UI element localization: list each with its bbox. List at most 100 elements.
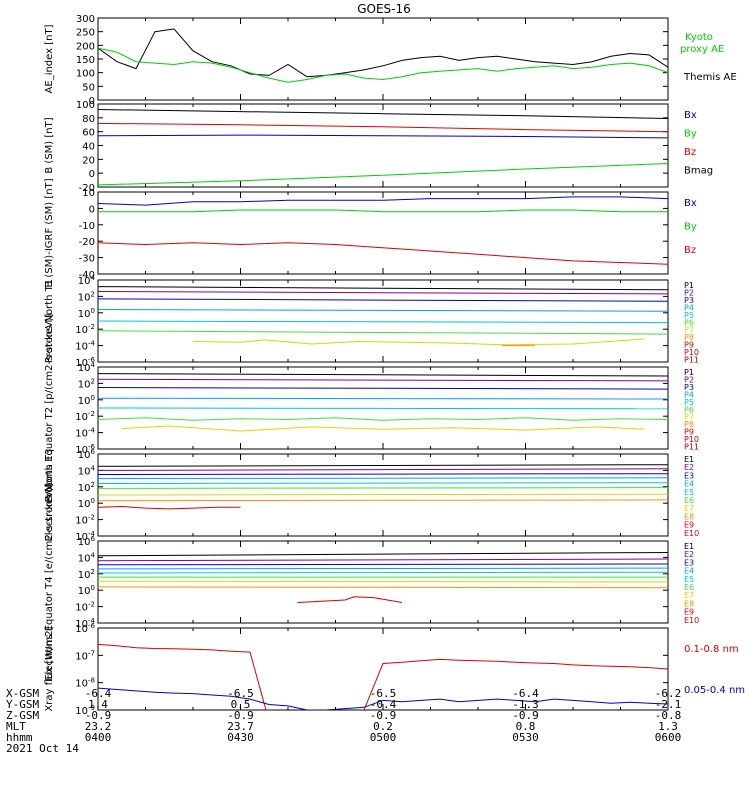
series-line-p4	[98, 309, 668, 312]
legend-entry: proxy AE	[680, 44, 724, 55]
legend-entry: P11	[684, 356, 699, 365]
legend-entry: E7	[684, 504, 694, 513]
footer-value: -0.9	[369, 709, 397, 722]
legend-entry: P10	[684, 348, 699, 357]
legend-entry: Bz	[684, 147, 696, 158]
y-tick-label: 10-7	[75, 649, 95, 662]
panel-3: -40 -30 -20 -10 0 10 B (SM)-IGRF (SM) [nT] Bx By…	[44, 178, 697, 287]
series-line-bx	[98, 134, 668, 139]
legend-entry: E6	[684, 583, 694, 592]
y-tick-label: -40	[79, 270, 95, 281]
series-line-e3	[98, 473, 668, 475]
y-axis-label: Protons Equator T2 [p/(cm2-s-sr-keV)]	[44, 313, 55, 502]
footer-value: -0.9	[512, 709, 539, 722]
footer-value: -6.4	[84, 687, 112, 700]
y-tick-label: 150	[76, 55, 95, 66]
y-tick-label: -20	[79, 183, 95, 194]
footer-value: -6.4	[512, 687, 539, 700]
y-tick-label: 60	[82, 128, 95, 139]
series-line-p4	[98, 397, 668, 400]
y-tick-label: -30	[79, 254, 95, 265]
legend-entry: P7	[684, 413, 694, 422]
legend-entry: 0.1-0.8 nm	[684, 644, 739, 655]
legend-entry: By	[684, 128, 697, 139]
legend-entry: P4	[684, 390, 694, 399]
series-line-0-1-0-8-nm	[98, 643, 668, 710]
series-line-e7	[98, 580, 668, 583]
legend-entry: Bx	[684, 110, 697, 121]
panel-2: -20 0 20 40 60 80 100 B (SM) [nT] Bx By Bz Bmag	[44, 100, 713, 194]
y-tick-label: 80	[82, 114, 95, 125]
y-tick-label: 10-2	[75, 323, 95, 336]
legend-entry: By	[684, 221, 697, 232]
footer-value: 1.3	[658, 720, 678, 733]
date-label: 2021 Oct 14	[6, 742, 79, 755]
y-axis-label: Electrons North T3	[44, 448, 55, 541]
legend-entry: Themis AE	[683, 72, 737, 83]
footer-value: -2.1	[654, 698, 682, 711]
y-tick-label: 106	[78, 448, 96, 461]
legend-entry: E8	[684, 599, 694, 608]
series-line-bx	[98, 196, 668, 206]
footer-value: -6.2	[654, 687, 682, 700]
legend-entry: P10	[684, 435, 699, 444]
footer-value: -1.3	[512, 698, 539, 711]
panel-1: 0 50 100 150 200 250 300 AE_index [nT] Kyotoprox…	[44, 14, 737, 107]
y-tick-label: 100	[78, 394, 95, 407]
series-line-e6	[98, 487, 668, 489]
y-tick-label: 300	[76, 14, 95, 25]
footer-value: 23.7	[227, 720, 254, 733]
footer-value: -0.4	[369, 698, 397, 711]
series-line-0-05-0-4-nm	[98, 687, 668, 710]
footer-value: -0.9	[227, 709, 254, 722]
series-line-e5	[98, 482, 668, 484]
legend-entry: P5	[684, 398, 694, 407]
legend-entry: P7	[684, 326, 694, 335]
footer-row: Z-GSM -0.9 -0.9 -0.9 -0.9 -0.8	[6, 710, 750, 721]
y-tick-label: 104	[78, 464, 96, 477]
legend-entry: P4	[684, 303, 694, 312]
y-tick-label: 0	[89, 204, 95, 215]
legend-entry: P6	[684, 318, 694, 327]
series-line-e1	[98, 464, 668, 467]
y-axis-label: B (SM)-IGRF (SM) [nT]	[44, 178, 55, 287]
series-line-p2	[98, 378, 668, 382]
y-tick-label: 100	[76, 69, 95, 80]
legend-entry: P8	[684, 420, 694, 429]
y-tick-label: 50	[82, 82, 95, 93]
y-axis-label: Electrons Equator T4 [e/(cm2-s-sr-keV)]	[44, 483, 55, 680]
legend-entry: E2	[684, 550, 694, 559]
y-tick-label: 100	[78, 307, 95, 320]
y-tick-label: 10-2	[75, 601, 95, 614]
series-line-e1	[98, 552, 668, 557]
series-line-e3	[98, 563, 668, 566]
series-line-p6	[98, 417, 668, 421]
series-line-themis-ae	[98, 28, 668, 78]
footer-value: -0.9	[84, 709, 112, 722]
footer-value: -6.5	[227, 687, 254, 700]
legend-entry: E10	[684, 529, 699, 538]
series-line-by	[98, 209, 668, 213]
series-line-p2	[98, 291, 668, 295]
y-axis-label: AE_index [nT]	[44, 24, 55, 93]
legend-entry: E5	[684, 488, 694, 497]
legend-entry: E9	[684, 521, 694, 530]
y-tick-label: 10-4	[75, 427, 95, 440]
y-tick-label: 20	[82, 155, 95, 166]
series-line-p7	[192, 338, 645, 346]
footer-value: 0600	[654, 731, 682, 744]
y-tick-label: 10	[82, 188, 95, 199]
y-tick-label: -20	[79, 237, 95, 248]
legend-entry: E4	[684, 567, 694, 576]
series-line-e7	[98, 493, 668, 496]
series-line-e8	[98, 499, 668, 502]
legend-entry: E3	[684, 471, 694, 480]
legend-entry: E6	[684, 496, 694, 505]
series-line-p3	[98, 298, 668, 302]
footer-value: 0.2	[373, 720, 393, 733]
legend-entry: P1	[684, 368, 694, 377]
plot-title: GOES-16	[357, 2, 411, 16]
y-tick-label: 250	[76, 28, 95, 39]
